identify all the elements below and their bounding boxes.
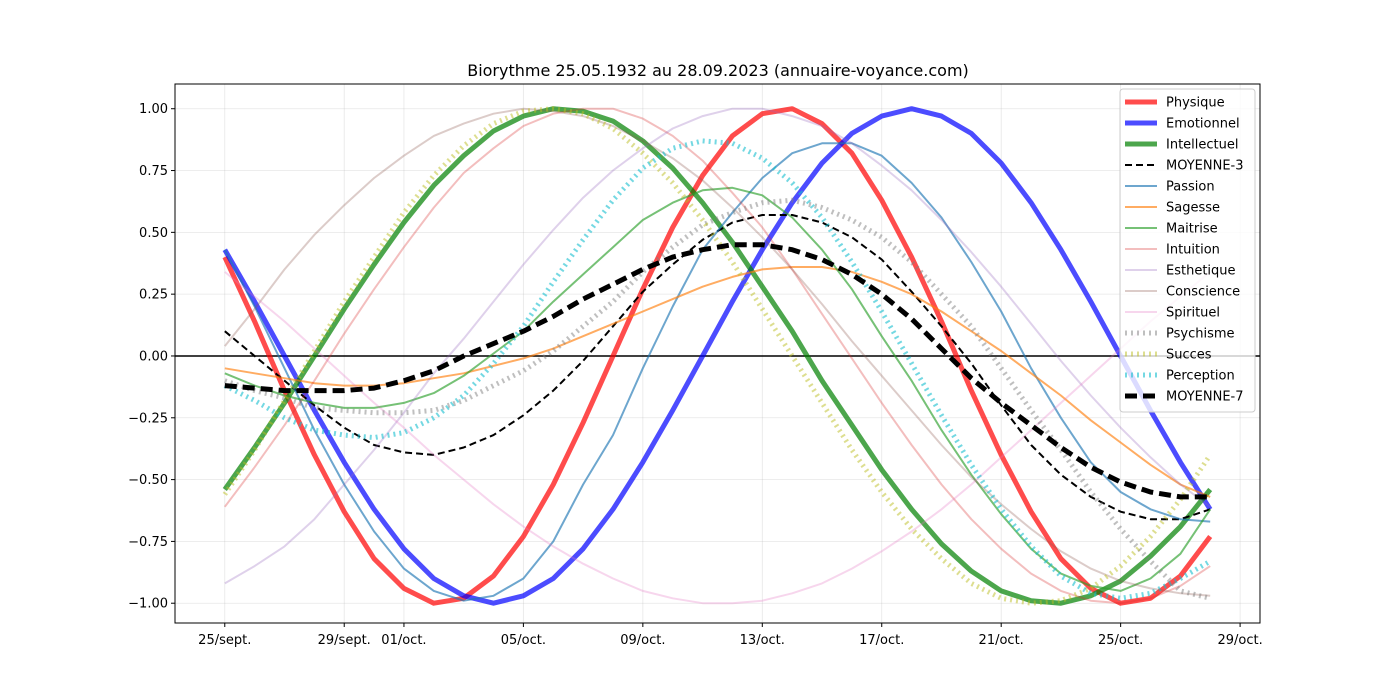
x-tick-label: 29/oct. bbox=[1217, 633, 1262, 648]
x-tick-label: 13/oct. bbox=[740, 633, 785, 648]
series-line-succes bbox=[222, 106, 1213, 606]
legend-label-spirituel: Spirituel bbox=[1166, 306, 1220, 321]
series-line-conscience bbox=[224, 107, 1211, 597]
series-line-intuition bbox=[224, 107, 1211, 605]
x-tick-label: 17/oct. bbox=[859, 633, 904, 648]
x-axis: 25/sept. 29/sept. 01/oct. 05/oct. 09/oct. 13/… bbox=[198, 623, 1263, 648]
series-layer bbox=[222, 106, 1213, 606]
x-tick-label: 01/oct. bbox=[381, 633, 426, 648]
plot-background bbox=[175, 84, 1260, 623]
series-line-psychisme bbox=[224, 197, 1211, 601]
chart-title: Biorythme 25.05.1932 au 28.09.2023 (annu… bbox=[467, 61, 969, 80]
series-line-physique bbox=[222, 106, 1213, 606]
legend-label-passion: Passion bbox=[1166, 180, 1215, 195]
legend-label-moyenne-7: MOYENNE-7 bbox=[1166, 390, 1244, 405]
x-tick-label: 09/oct. bbox=[620, 633, 665, 648]
series-line-passion bbox=[223, 142, 1211, 602]
legend-label-psychisme: Psychisme bbox=[1166, 327, 1235, 342]
y-tick-label: −0.25 bbox=[128, 411, 168, 426]
legend-label-intuition: Intuition bbox=[1166, 243, 1220, 258]
legend-label-moyenne-3: MOYENNE-3 bbox=[1166, 159, 1244, 174]
x-tick-label: 25/sept. bbox=[198, 633, 251, 648]
x-tick-label: 21/oct. bbox=[979, 633, 1024, 648]
legend-box bbox=[1119, 88, 1256, 413]
legend-label-intellectuel: Intellectuel bbox=[1166, 138, 1238, 153]
y-tick-label: 1.00 bbox=[139, 102, 168, 117]
series-line-esthetique bbox=[224, 107, 1211, 585]
x-tick-label: 29/sept. bbox=[318, 633, 371, 648]
legend-label-physique: Physique bbox=[1166, 96, 1225, 111]
y-tick-label: −0.75 bbox=[128, 535, 168, 550]
legend-label-sagesse: Sagesse bbox=[1166, 201, 1220, 216]
legend-label-emotionnel: Emotionnel bbox=[1166, 117, 1240, 132]
x-tick-label: 25/oct. bbox=[1098, 633, 1143, 648]
legend-label-succes: Succes bbox=[1166, 348, 1212, 363]
y-tick-label: 0.50 bbox=[139, 226, 168, 241]
legend: Physique Emotionnel Intellectuel MOYENNE-3 P… bbox=[1119, 88, 1256, 413]
y-tick-label: 0.75 bbox=[139, 164, 168, 179]
legend-label-conscience: Conscience bbox=[1166, 285, 1240, 300]
y-tick-label: 0.00 bbox=[139, 349, 168, 364]
y-tick-label: −0.50 bbox=[128, 473, 168, 488]
legend-label-esthetique: Esthetique bbox=[1166, 264, 1236, 279]
series-line-moyenne-7 bbox=[224, 242, 1211, 500]
y-tick-label: −1.00 bbox=[128, 597, 168, 612]
legend-label-maitrise: Maitrise bbox=[1166, 222, 1218, 237]
series-line-perception bbox=[223, 138, 1212, 601]
legend-label-perception: Perception bbox=[1166, 369, 1235, 384]
plot-frame bbox=[174, 83, 1261, 624]
y-axis: 1.00 0.75 0.50 0.25 0.00 −0.25 −0.50 −0.75 −1.00 bbox=[128, 102, 175, 612]
x-tick-label: 05/oct. bbox=[501, 633, 546, 648]
y-tick-label: 0.25 bbox=[139, 288, 168, 303]
plot-area: 25/sept. 29/sept. 01/oct. 05/oct. 09/oct. 13/… bbox=[128, 83, 1263, 648]
series-line-emotionnel bbox=[222, 106, 1213, 606]
